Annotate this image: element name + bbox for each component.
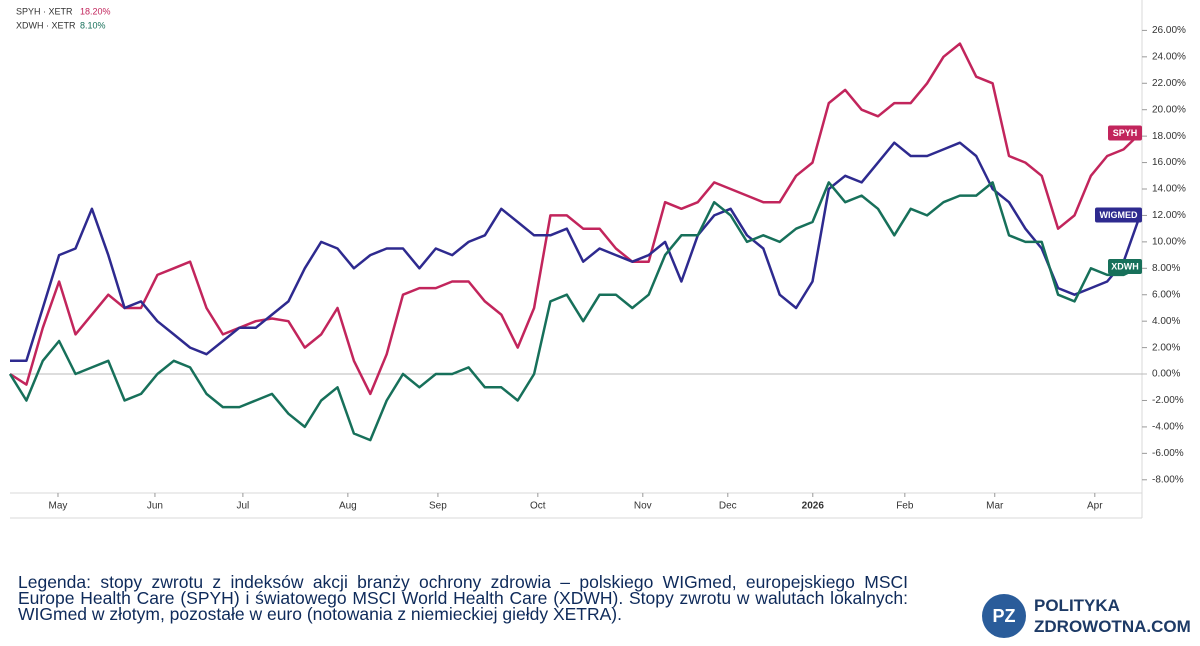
end-label-box: [1095, 207, 1142, 223]
end-label: WIGMED: [1095, 207, 1142, 223]
x-tick-label: Jun: [147, 501, 163, 512]
end-label: XDWH: [1108, 258, 1142, 274]
logo: PZ POLITYKA ZDROWOTNA.COM: [982, 594, 1191, 638]
logo-line: ZDROWOTNA.COM: [1034, 617, 1191, 636]
series-line: [10, 141, 1142, 363]
y-tick-label: -6.00%: [1152, 448, 1184, 459]
series-line: [9, 42, 1141, 396]
x-tick-label: Jul: [236, 501, 249, 512]
y-tick-label: 22.00%: [1152, 78, 1186, 89]
y-tick-label: 12.00%: [1152, 210, 1186, 221]
caption: Legenda: stopy zwrotu z indeksów akcji b…: [18, 572, 908, 624]
y-tick-label: 6.00%: [1152, 289, 1180, 300]
x-tick-label: Sep: [429, 501, 447, 512]
end-label-text: SPYH: [1113, 128, 1138, 138]
end-label-box: [1108, 258, 1142, 274]
end-label-text: XDWH: [1111, 261, 1139, 271]
y-tick-label: 8.00%: [1152, 263, 1180, 274]
y-tick-label: -2.00%: [1152, 395, 1184, 406]
x-tick-label: 2026: [802, 501, 825, 512]
y-tick-label: -8.00%: [1152, 474, 1184, 485]
y-tick-label: 4.00%: [1152, 316, 1180, 327]
legend-label: XDWH · XETR: [16, 20, 76, 30]
y-tick-label: 0.00%: [1152, 369, 1180, 380]
x-tick-label: May: [49, 501, 68, 512]
logo-mark: PZ: [982, 594, 1026, 638]
x-tick-label: Mar: [986, 501, 1004, 512]
y-tick-label: 14.00%: [1152, 184, 1186, 195]
x-tick-label: Feb: [896, 501, 914, 512]
end-label-text: WIGMED: [1100, 210, 1138, 220]
y-tick-label: 20.00%: [1152, 104, 1186, 115]
x-tick-label: Apr: [1087, 501, 1103, 512]
y-tick-label: 16.00%: [1152, 157, 1186, 168]
y-tick-label: 26.00%: [1152, 25, 1186, 36]
x-tick-label: Nov: [634, 501, 652, 512]
legend-label: SPYH · XETR: [16, 6, 73, 16]
chart: -8.00% -6.00% -4.00% -2.00% 0.00% 2.00% 4.00% 6…: [0, 0, 1187, 519]
x-tick-label: Oct: [530, 501, 546, 512]
legend-value: 18.20%: [80, 6, 111, 16]
x-tick-label: Dec: [719, 501, 737, 512]
end-label-box: [1108, 125, 1142, 141]
end-label: SPYH: [1108, 125, 1142, 141]
plot-bg: [0, 0, 1160, 518]
logo-line: POLITYKA: [1034, 596, 1120, 615]
x-tick-label: Aug: [339, 501, 357, 512]
y-tick-label: 2.00%: [1152, 342, 1180, 353]
y-tick-label: -4.00%: [1152, 422, 1184, 433]
y-tick-label: 10.00%: [1152, 237, 1186, 248]
y-tick-label: 18.00%: [1152, 131, 1186, 142]
series-line: [8, 181, 1141, 442]
y-tick-label: 24.00%: [1152, 51, 1186, 62]
logo-text: POLITYKA ZDROWOTNA.COM: [1034, 595, 1191, 637]
legend-value: 8.10%: [80, 20, 106, 30]
